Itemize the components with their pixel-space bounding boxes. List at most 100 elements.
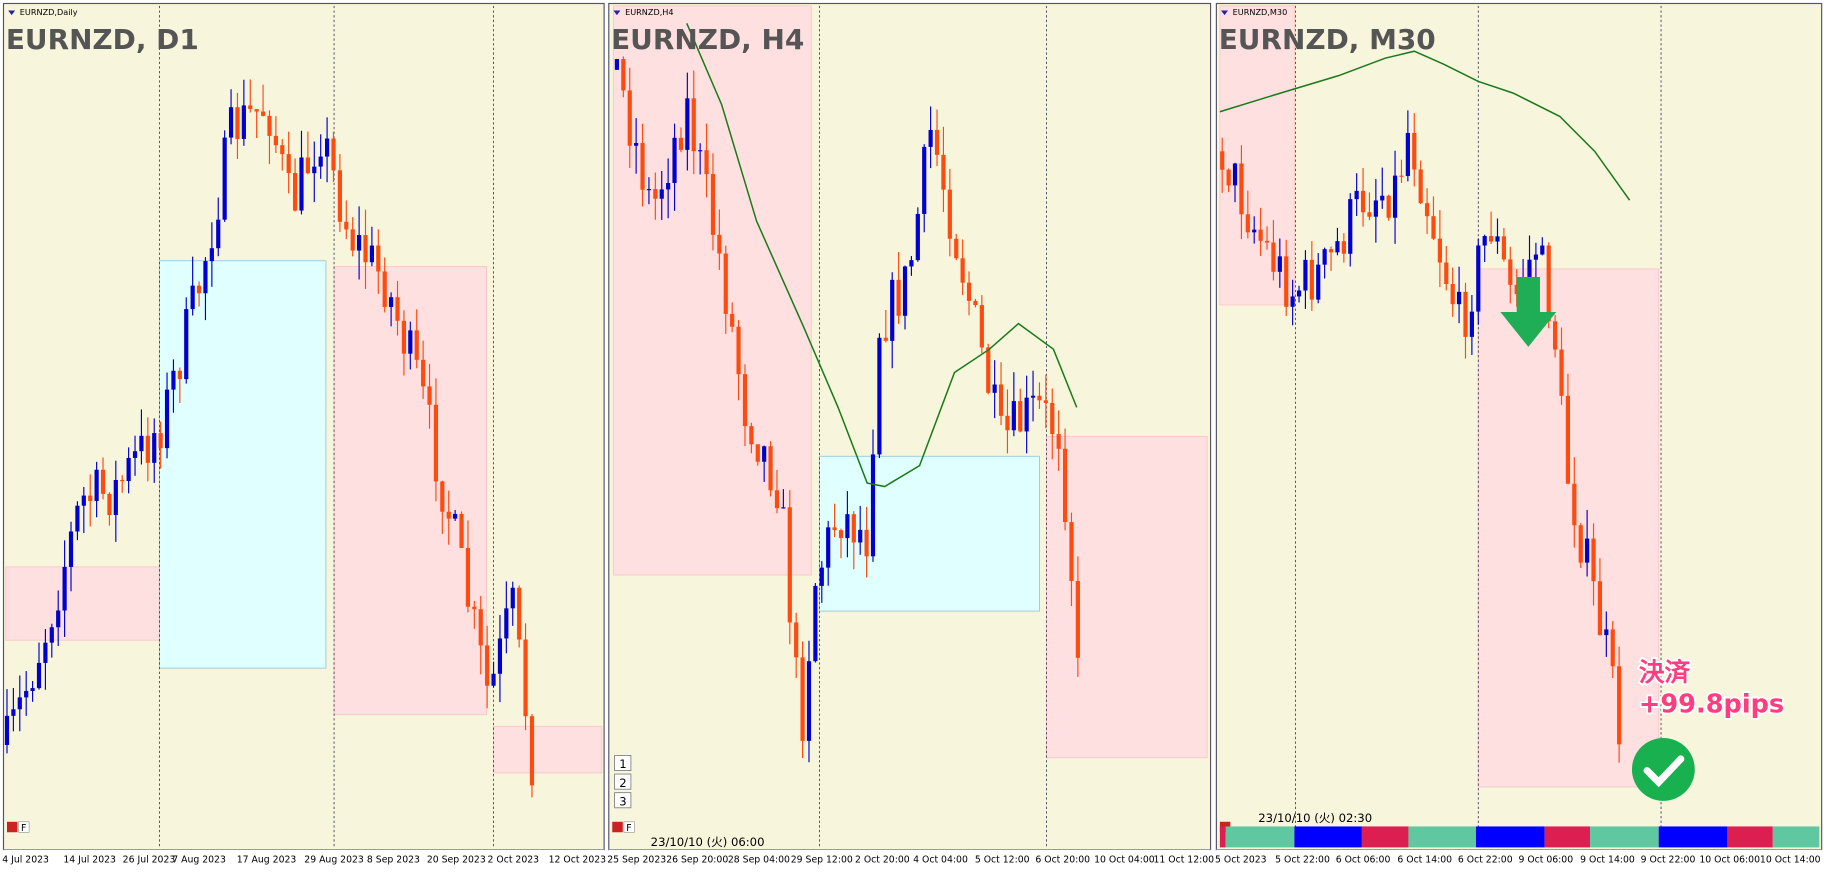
candle (414, 330, 419, 360)
candle (382, 271, 387, 308)
candle (928, 129, 933, 147)
candle (698, 150, 703, 152)
candle (1075, 580, 1080, 658)
candle (1412, 132, 1417, 170)
x-axis-label: 6 Oct 14:00 (1397, 855, 1452, 866)
x-axis-label: 10 Oct 04:00 (1094, 855, 1155, 866)
candle (1399, 175, 1404, 177)
candle (100, 469, 106, 494)
candle (1284, 256, 1289, 307)
candle (1264, 240, 1270, 243)
candle (781, 507, 786, 509)
candle (1316, 264, 1321, 300)
signal-strip (1475, 826, 1545, 848)
menu-arrow (613, 10, 621, 16)
candle (1604, 629, 1609, 636)
toolbar-label: F (626, 823, 631, 834)
indicator-button-label: 1 (619, 757, 626, 771)
candle (24, 690, 29, 698)
indicator-button[interactable] (614, 755, 632, 771)
candle (1309, 259, 1314, 300)
indicator-button[interactable] (614, 792, 632, 809)
candle (1220, 151, 1225, 170)
candle (177, 370, 182, 380)
candle (241, 105, 246, 139)
candle (94, 469, 99, 501)
candle (1271, 242, 1276, 272)
candle (998, 384, 1004, 416)
candle (30, 688, 35, 691)
candle (1341, 241, 1346, 254)
candle (685, 98, 690, 150)
signal-strip (1772, 826, 1820, 848)
candle (228, 107, 234, 138)
x-axis-label: 9 Oct 22:00 (1641, 855, 1696, 866)
x-axis-label: 4 Jul 2023 (2, 855, 49, 866)
candle (184, 309, 189, 380)
candle (401, 320, 407, 354)
candle (1488, 236, 1494, 242)
signal-strip (1219, 826, 1226, 848)
candle (164, 389, 170, 449)
x-axis-bar (3, 849, 605, 869)
timestamp: 23/10/10 (火) 02:30 (1258, 811, 1372, 825)
moving-average (1219, 50, 1631, 201)
candles (614, 56, 1080, 763)
annotation-result: +99.8pips (1639, 689, 1784, 719)
candle (1232, 163, 1238, 186)
candle (1030, 395, 1036, 398)
candle (1386, 195, 1391, 218)
candle (1050, 402, 1055, 435)
candle (1431, 216, 1436, 239)
chart-title: EURNZD, D1 (6, 23, 199, 56)
zone (1045, 436, 1208, 759)
candle (203, 261, 208, 294)
indicator-button[interactable] (614, 773, 632, 790)
candle (1277, 256, 1282, 272)
candle (870, 454, 876, 557)
candle (440, 481, 445, 512)
candle (446, 511, 451, 519)
candle (883, 337, 888, 341)
candle (941, 154, 946, 190)
candle (922, 146, 927, 214)
candle (1565, 395, 1571, 484)
candle (1005, 415, 1010, 431)
candle (666, 183, 671, 190)
candle (1476, 245, 1481, 312)
timestamp: 23/10/10 (火) 06:00 (651, 835, 765, 849)
x-axis-label: 14 Jul 2023 (63, 855, 116, 866)
candle (43, 642, 48, 663)
signal-strip (1361, 826, 1409, 848)
x-axis-label: 28 Sep 04:00 (728, 855, 790, 866)
candle (762, 446, 767, 462)
chart-title: EURNZD, H4 (611, 23, 804, 56)
candle (1424, 203, 1430, 217)
candle (992, 384, 997, 393)
candle (723, 253, 728, 314)
candle (947, 189, 952, 239)
candle (1501, 236, 1506, 260)
candle (1245, 214, 1250, 233)
candle (736, 326, 741, 375)
x-axis-label: 5 Oct 12:00 (975, 855, 1030, 866)
candle (196, 285, 202, 294)
candle (851, 514, 856, 543)
candle (1527, 259, 1532, 286)
candle (1354, 190, 1359, 200)
candle (1546, 245, 1551, 322)
candle (1011, 401, 1016, 431)
candle (152, 433, 157, 463)
candle (126, 457, 131, 482)
x-axis-label: 10 Oct 06:00 (1699, 855, 1760, 866)
candle (896, 279, 901, 316)
candle (1597, 581, 1603, 636)
candle (36, 662, 42, 689)
candle (774, 490, 780, 509)
candle (427, 386, 432, 405)
candle (376, 245, 381, 272)
candle (1290, 296, 1295, 307)
candle (222, 137, 227, 220)
candle (11, 709, 16, 716)
